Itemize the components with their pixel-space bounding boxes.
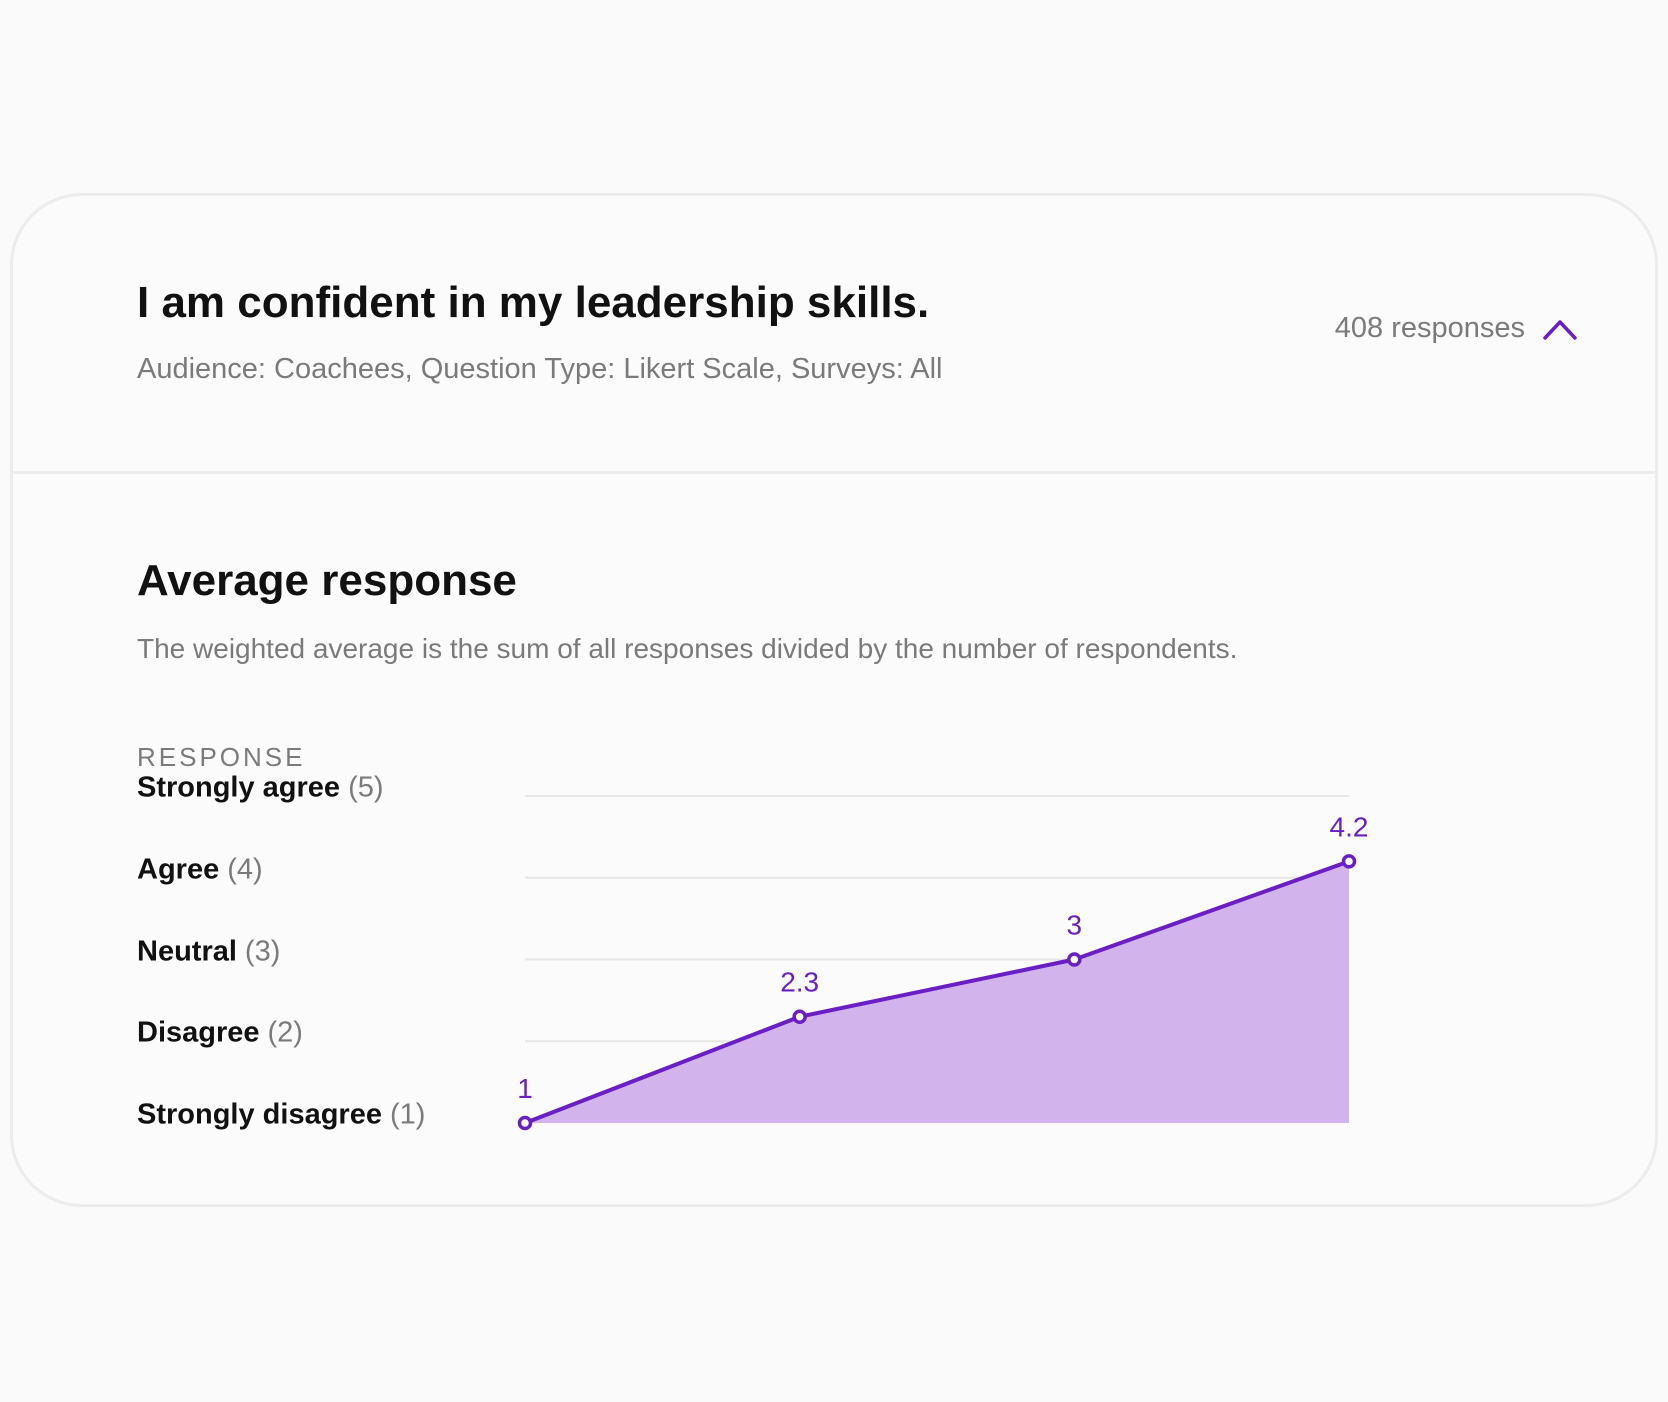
section-title: Average response xyxy=(137,556,517,605)
data-point xyxy=(1341,854,1357,869)
y-tick-label-value: (2) xyxy=(267,1016,303,1049)
y-tick-label: Strongly agree (5) xyxy=(137,772,384,805)
question-header: I am confident in my leadership skills. … xyxy=(13,196,1655,474)
y-tick-label-value: (4) xyxy=(227,853,263,886)
series-line xyxy=(523,859,1351,1125)
y-tick-label-name: Agree xyxy=(137,853,220,886)
data-point xyxy=(1067,952,1082,967)
average-response-chart: 1 2.3 3 4.2 xyxy=(517,795,1369,1131)
y-tick-label-value: (3) xyxy=(244,935,281,967)
question-title: I am confident in my leadership skills. xyxy=(137,278,930,327)
question-card: I am confident in my leadership skills. … xyxy=(10,193,1658,1207)
question-meta: Audience: Coachees, Question Type: Liker… xyxy=(137,353,943,385)
y-tick-label-name: Disagree xyxy=(137,1016,260,1049)
data-label: 3 xyxy=(1067,910,1083,941)
data-point xyxy=(517,1115,533,1131)
responses-count: 408 responses xyxy=(1334,312,1525,344)
y-tick-label: Neutral (3) xyxy=(137,935,280,968)
y-tick-label: Disagree (2) xyxy=(137,1017,303,1050)
responses-toggle-button[interactable]: 408 responses xyxy=(1335,312,1577,345)
y-tick-label-name: Neutral xyxy=(137,935,237,967)
data-label: 4.2 xyxy=(1330,811,1369,842)
y-tick-label-name: Strongly agree xyxy=(137,771,341,804)
data-point xyxy=(792,1009,807,1024)
y-tick-label-value: (5) xyxy=(348,771,384,804)
y-tick-label: Agree (4) xyxy=(137,853,263,886)
area-fill xyxy=(525,861,1349,1123)
y-tick-label: Strongly disagree (1) xyxy=(137,1099,425,1132)
y-tick-label-name: Strongly disagree xyxy=(137,1098,382,1131)
section-description: The weighted average is the sum of all r… xyxy=(137,633,1238,664)
chevron-up-icon xyxy=(1543,318,1577,340)
data-label: 2.3 xyxy=(780,967,819,998)
y-axis-heading: RESPONSE xyxy=(137,742,306,772)
data-label: 1 xyxy=(517,1073,533,1104)
y-tick-label-value: (1) xyxy=(389,1098,426,1131)
